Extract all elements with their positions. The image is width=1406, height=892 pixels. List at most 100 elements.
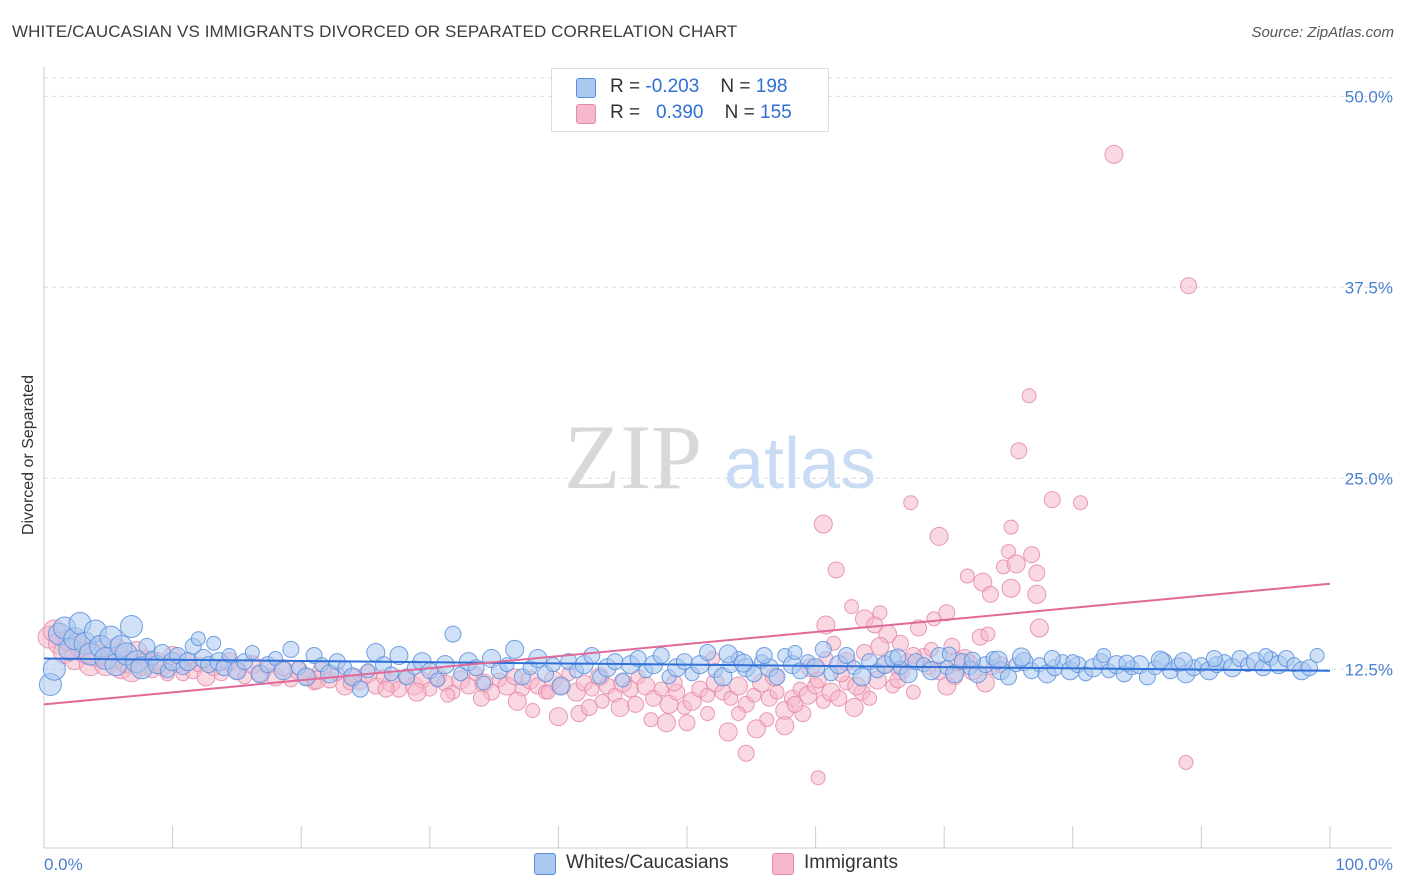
immigrants-point bbox=[1021, 388, 1037, 404]
immigrants-point bbox=[862, 690, 878, 706]
whites-point bbox=[606, 653, 624, 671]
whites-point bbox=[1096, 648, 1112, 663]
immigrants-point bbox=[507, 691, 527, 711]
immigrants-point bbox=[718, 722, 738, 742]
whites-point bbox=[476, 675, 492, 691]
whites-point bbox=[282, 640, 300, 658]
immigrants-point bbox=[678, 714, 696, 732]
immigrants-point bbox=[959, 568, 975, 584]
whites-point bbox=[351, 680, 369, 698]
whites-point bbox=[42, 657, 66, 681]
immigrants-point bbox=[1178, 754, 1194, 770]
watermark-atlas: atlas bbox=[724, 424, 876, 504]
whites-point bbox=[652, 647, 670, 664]
whites-point bbox=[941, 646, 957, 662]
whites-point bbox=[963, 651, 981, 669]
immigrants-point bbox=[830, 689, 848, 707]
immigrants-point bbox=[643, 712, 659, 728]
whites-point bbox=[551, 676, 571, 696]
whites-point bbox=[718, 644, 738, 664]
whites-point bbox=[178, 652, 198, 672]
legend-n-value-whites: 198 bbox=[755, 76, 788, 97]
whites-point bbox=[1173, 652, 1193, 672]
immigrants-point bbox=[1003, 519, 1019, 535]
whites-point bbox=[1258, 648, 1274, 663]
immigrants-point bbox=[1001, 578, 1021, 598]
whites-point bbox=[1011, 647, 1031, 667]
immigrants-point bbox=[1104, 144, 1124, 164]
whites-point bbox=[244, 644, 260, 660]
axes bbox=[43, 67, 1392, 849]
immigrants-point bbox=[737, 744, 755, 762]
whites-point bbox=[1300, 659, 1318, 677]
whites-point bbox=[1065, 654, 1081, 670]
immigrants-point bbox=[844, 697, 864, 717]
immigrants-point bbox=[627, 695, 645, 713]
immigrants-point bbox=[730, 706, 746, 722]
immigrants-point bbox=[580, 698, 598, 716]
immigrants-point bbox=[610, 697, 630, 717]
y-axis-label: Divorced or Separated bbox=[20, 375, 37, 535]
immigrants-point bbox=[525, 703, 541, 718]
series-label-immigrants: Immigrants bbox=[804, 852, 898, 873]
immigrants-point bbox=[472, 689, 490, 707]
immigrants-point bbox=[728, 676, 748, 696]
whites-point bbox=[1150, 650, 1170, 670]
immigrants-point bbox=[827, 561, 845, 579]
immigrants-point bbox=[377, 680, 395, 698]
x-tick-label: 0.0% bbox=[44, 855, 83, 874]
series-legend: Whites/Caucasians Immigrants bbox=[0, 852, 1406, 878]
immigrants-point bbox=[938, 604, 956, 622]
legend-r-value-whites: -0.203 bbox=[645, 76, 700, 97]
legend-n-label: N = bbox=[724, 102, 755, 123]
immigrants-point bbox=[775, 716, 795, 736]
y-tick-label: 12.5% bbox=[1345, 660, 1393, 679]
whites-point bbox=[837, 647, 855, 664]
immigrants-point bbox=[926, 611, 942, 627]
immigrants-point bbox=[816, 615, 836, 635]
whites-point bbox=[389, 646, 409, 665]
whites-point bbox=[221, 648, 237, 663]
immigrants-point bbox=[891, 634, 909, 652]
whites-point bbox=[383, 666, 399, 682]
chart-title: WHITE/CAUCASIAN VS IMMIGRANTS DIVORCED O… bbox=[12, 22, 738, 41]
whites-point bbox=[583, 647, 601, 664]
legend-swatch-pink bbox=[576, 104, 596, 124]
immigrants-point bbox=[810, 770, 826, 786]
immigrants-point bbox=[909, 619, 927, 637]
series-swatch-pink bbox=[772, 853, 794, 875]
whites-point bbox=[545, 657, 561, 673]
immigrants-point bbox=[903, 495, 919, 511]
immigrants-point bbox=[844, 599, 860, 615]
immigrants-point bbox=[981, 585, 999, 603]
y-tick-label: 37.5% bbox=[1345, 278, 1393, 297]
immigrants-point bbox=[1073, 495, 1089, 511]
whites-point bbox=[755, 647, 773, 664]
legend-n-value-immigrants: 155 bbox=[760, 102, 792, 123]
legend-r-label: R = bbox=[610, 76, 641, 97]
whites-point bbox=[1118, 654, 1136, 672]
whites-point bbox=[190, 631, 206, 647]
whites-point bbox=[1309, 648, 1325, 663]
whites-point bbox=[988, 650, 1008, 670]
whites-point bbox=[787, 644, 803, 660]
trend-lines bbox=[43, 582, 1331, 706]
legend-r-value-immigrants: 0.390 bbox=[655, 102, 704, 123]
series-swatch-blue bbox=[534, 853, 556, 875]
whites-point bbox=[273, 661, 293, 681]
immigrants-point bbox=[440, 687, 456, 703]
whites-point bbox=[615, 672, 631, 688]
immigrants-point bbox=[1043, 491, 1061, 509]
whites-point bbox=[699, 643, 717, 661]
immigrants-point bbox=[1006, 554, 1026, 574]
source-label: Source: ZipAtlas.com bbox=[1251, 24, 1394, 41]
whites-point bbox=[768, 668, 786, 686]
immigrants-point bbox=[1027, 584, 1047, 604]
gridlines bbox=[44, 77, 1392, 670]
whites-point bbox=[119, 614, 143, 638]
immigrants-point bbox=[870, 636, 890, 656]
immigrants-point bbox=[700, 706, 716, 722]
whites-point bbox=[852, 667, 872, 687]
whites-point bbox=[921, 661, 941, 681]
whites-point bbox=[1043, 650, 1061, 668]
